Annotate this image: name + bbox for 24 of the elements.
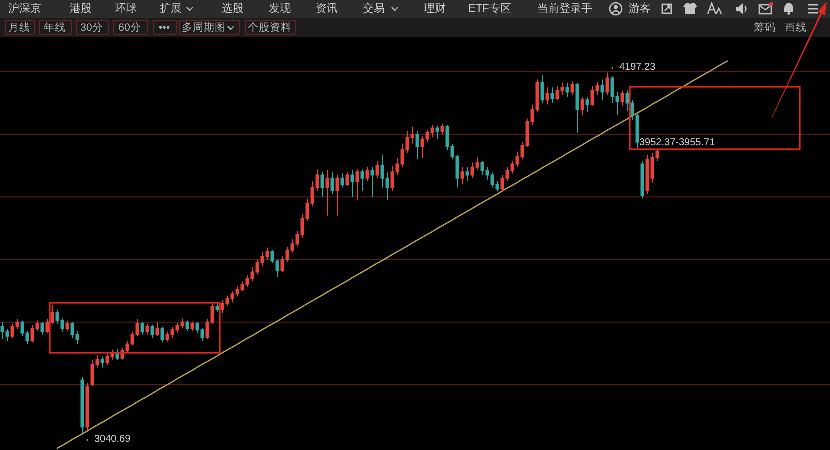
annotation: 3952.37-3955.71 (640, 137, 716, 148)
text: 理财 (424, 2, 446, 15)
annotation: ←4197.23 (610, 62, 656, 73)
text: 沪深京 (8, 2, 42, 15)
text: 60分 (118, 22, 142, 34)
text: 环球 (115, 2, 137, 15)
text: 港股 (70, 2, 92, 15)
text: 月线 (8, 21, 30, 34)
text: 当前登录手 (538, 2, 592, 15)
annotation: ←3040.69 (84, 434, 132, 446)
text: 交易 (363, 2, 385, 15)
text: 游客 (629, 2, 651, 15)
text: 扩展 (160, 2, 182, 15)
text: 选股 (222, 2, 244, 15)
text: 筹码 (754, 22, 776, 34)
text: 30分 (80, 22, 104, 34)
text: 画线 (785, 21, 807, 34)
text: 资讯 (316, 3, 338, 15)
text: 个股资料 (248, 21, 292, 34)
text: 年线 (44, 21, 66, 34)
text: 发现 (269, 3, 291, 15)
text: ••• (158, 22, 170, 34)
text: 多周期图 (182, 22, 226, 34)
text: ETF专区 (468, 2, 512, 15)
